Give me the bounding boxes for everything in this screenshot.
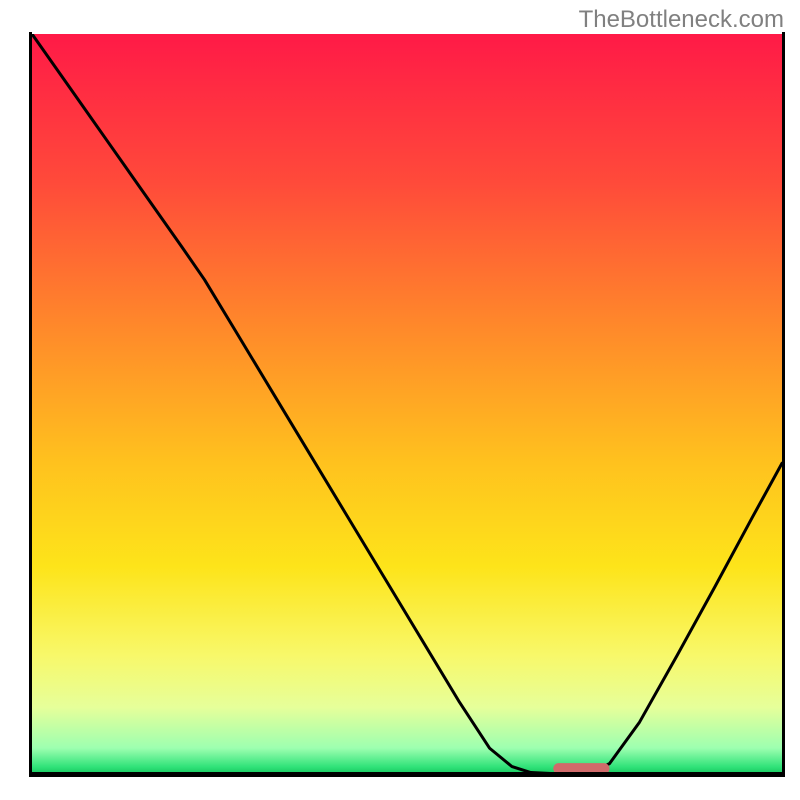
axis-left [29, 32, 32, 777]
baseline-axis [32, 34, 782, 774]
axis-bottom [29, 774, 785, 777]
watermark-text: TheBottleneck.com [579, 6, 784, 34]
chart-frame: TheBottleneck.com [0, 0, 800, 800]
plot-area [32, 34, 782, 774]
axis-right [782, 32, 785, 777]
